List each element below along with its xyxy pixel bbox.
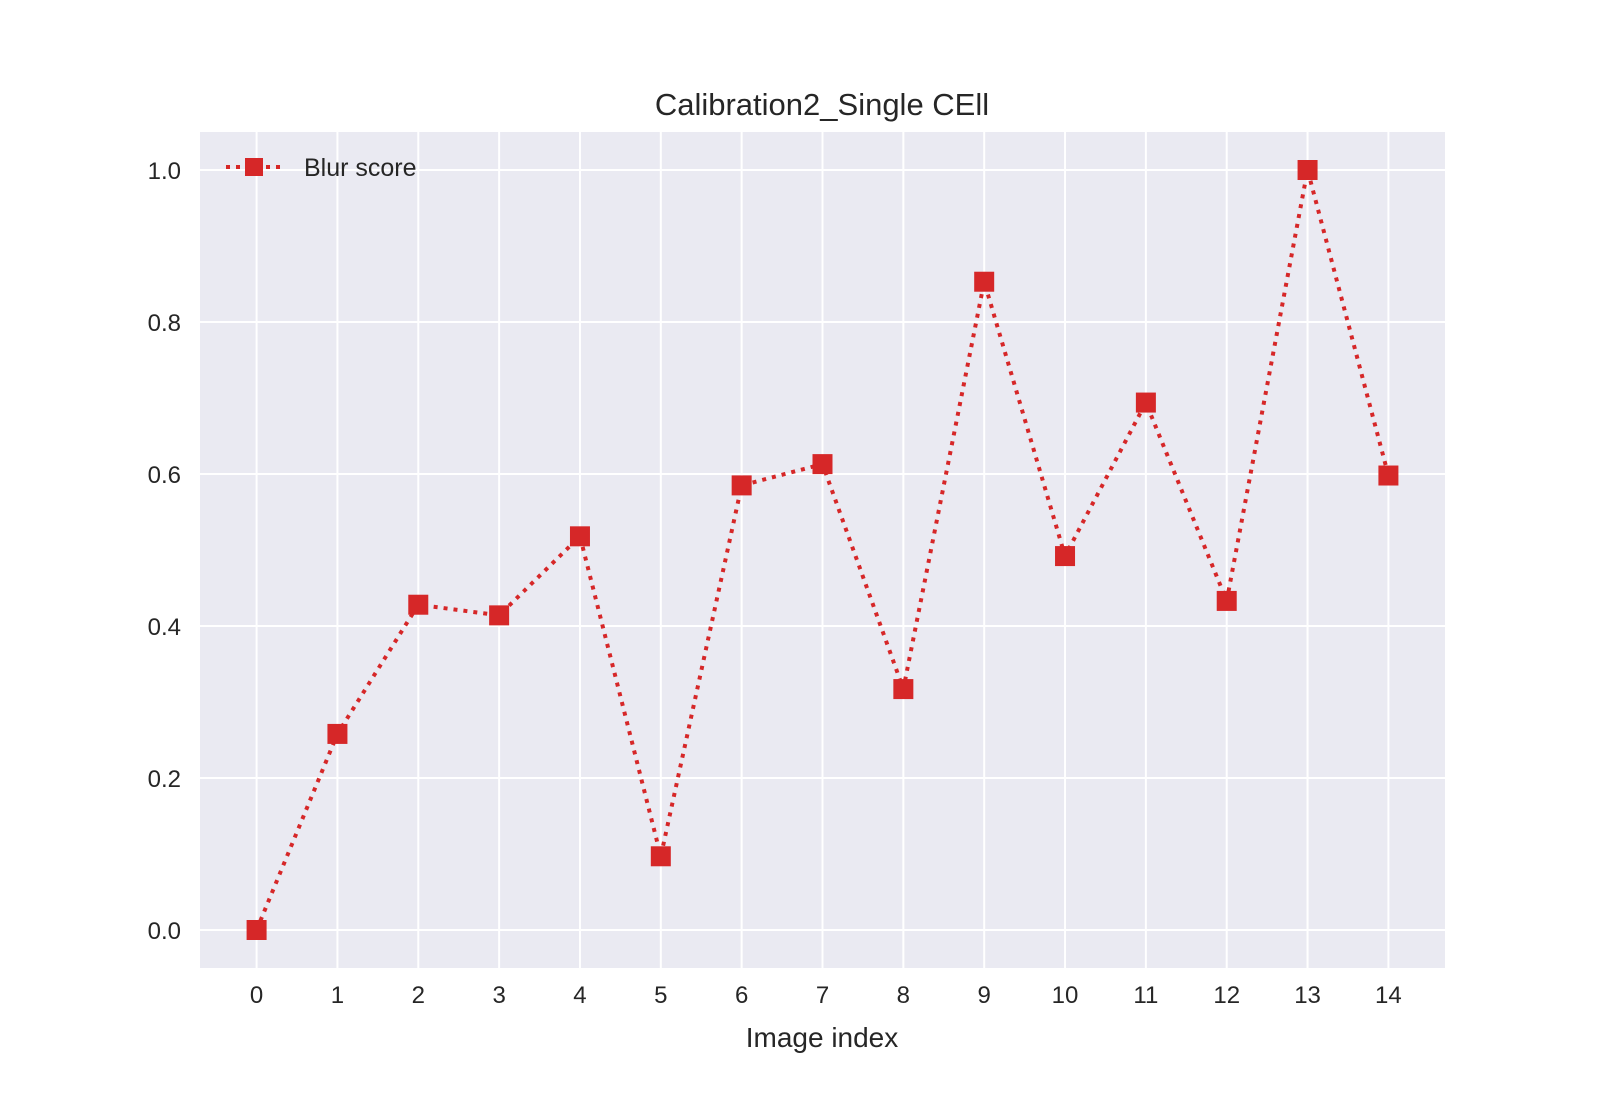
x-tick-label: 13	[1294, 982, 1321, 1009]
data-point	[408, 594, 429, 615]
y-tick-labels: 0.0 0.2 0.4 0.6 0.8 1.0	[148, 158, 181, 945]
x-tick-label: 2	[412, 982, 425, 1009]
data-point	[1055, 546, 1076, 567]
data-point	[246, 920, 267, 940]
y-tick-label: 0.6	[148, 462, 181, 489]
data-point	[327, 723, 348, 744]
legend-marker	[245, 158, 263, 176]
x-tick-label: 6	[735, 982, 748, 1009]
x-tick-label: 0	[250, 982, 263, 1009]
data-point	[731, 475, 752, 496]
y-tick-label: 0.2	[148, 766, 181, 793]
x-tick-label: 12	[1213, 982, 1240, 1009]
x-tick-label: 10	[1052, 982, 1079, 1009]
x-tick-label: 9	[978, 982, 991, 1009]
legend-label: Blur score	[304, 154, 417, 182]
x-axis-title: Image index	[746, 1022, 899, 1053]
data-point	[893, 679, 914, 700]
x-tick-label: 5	[654, 982, 667, 1009]
data-point	[650, 846, 671, 867]
x-tick-label: 1	[331, 982, 344, 1009]
legend: Blur score	[226, 154, 417, 182]
x-tick-label: 14	[1375, 982, 1402, 1009]
y-tick-label: 0.0	[148, 918, 181, 945]
data-point	[569, 526, 590, 547]
x-tick-labels: 0 1 2 3 4 5 6 7 8 9 10 11 12 13 14	[250, 982, 1402, 1009]
y-tick-label: 0.4	[148, 614, 181, 641]
x-tick-label: 3	[492, 982, 505, 1009]
y-tick-label: 0.8	[148, 310, 181, 337]
chart-title: Calibration2_Single CEll	[655, 87, 989, 122]
data-point	[1378, 465, 1399, 486]
x-tick-label: 7	[816, 982, 829, 1009]
markers	[246, 160, 1399, 940]
data-point	[974, 271, 995, 292]
data-point	[1135, 392, 1156, 413]
x-tick-label: 11	[1133, 982, 1158, 1009]
data-point	[1297, 160, 1318, 180]
data-point	[489, 605, 510, 626]
data-point	[1216, 590, 1237, 611]
x-tick-label: 4	[573, 982, 586, 1009]
y-tick-label: 1.0	[148, 158, 181, 185]
data-point	[812, 454, 833, 475]
x-tick-label: 8	[897, 982, 910, 1009]
